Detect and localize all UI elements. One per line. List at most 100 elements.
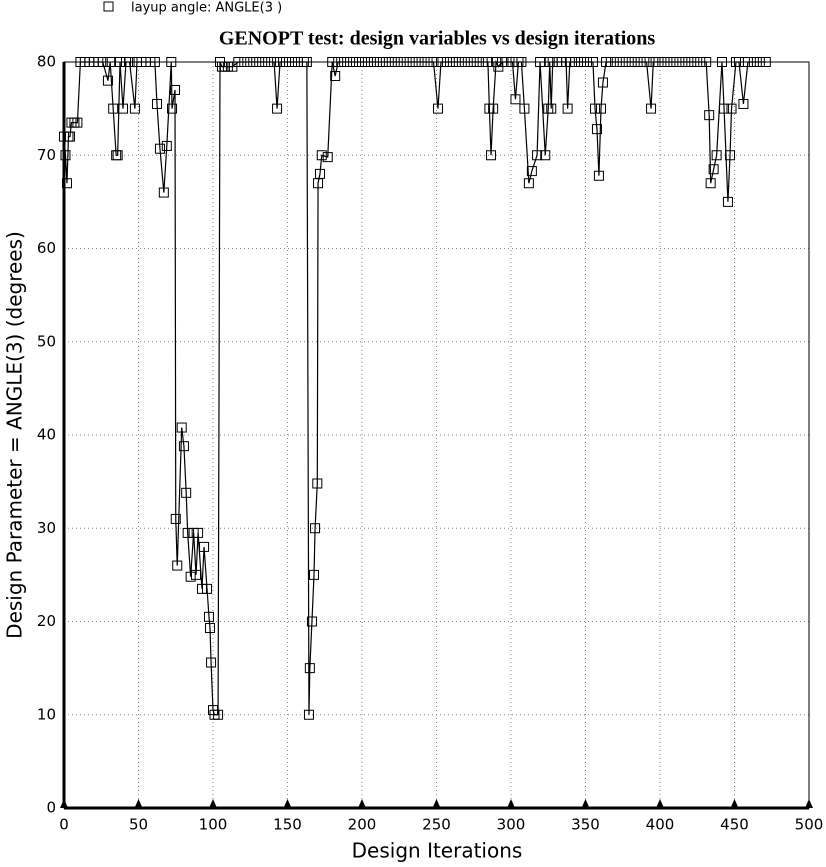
data-point: [251, 57, 262, 67]
x-tick-label: 200: [348, 816, 377, 834]
data-point: [416, 57, 427, 67]
data-point: [404, 57, 415, 67]
data-point: [362, 57, 373, 67]
data-point: [482, 57, 493, 67]
data-point: [380, 57, 391, 67]
data-point: [471, 57, 482, 67]
data-point: [708, 164, 719, 175]
data-point: [310, 523, 321, 534]
data-point: [587, 57, 598, 67]
y-tick-label: 60: [37, 239, 56, 257]
y-axis-label: Design Parameter = ANGLE(3) (degrees): [3, 231, 27, 639]
data-point: [477, 57, 488, 67]
data-point: [330, 70, 341, 81]
data-point: [428, 57, 439, 67]
legend-label: layup angle: ANGLE(3 ): [131, 1, 282, 16]
data-point: [590, 103, 601, 114]
data-point: [233, 57, 244, 67]
data-point: [701, 57, 712, 67]
y-tick-label: 40: [37, 426, 56, 444]
data-point: [322, 152, 333, 163]
data-point: [760, 57, 771, 67]
data-point: [368, 57, 379, 67]
data-point: [149, 57, 160, 67]
data-point: [357, 57, 367, 67]
data-point: [170, 84, 181, 95]
data-point: [410, 57, 421, 67]
data-point: [213, 709, 224, 720]
data-point: [459, 57, 470, 67]
data-point: [281, 57, 292, 67]
data-point: [151, 98, 162, 109]
data-point: [275, 57, 286, 67]
data-point: [112, 150, 123, 161]
data-point: [486, 150, 497, 161]
data-point: [129, 103, 140, 114]
y-tick-label: 30: [37, 519, 56, 537]
data-point: [516, 57, 527, 67]
data-point: [386, 57, 397, 67]
data-point: [738, 98, 749, 109]
y-tick-label: 0: [46, 799, 56, 817]
data-point: [60, 150, 71, 161]
data-point: [659, 57, 670, 67]
x-tick-label: 150: [273, 816, 302, 834]
data-point: [635, 57, 646, 67]
data-point: [716, 57, 727, 67]
data-point: [432, 103, 443, 114]
data-point: [392, 57, 403, 67]
x-tick-label: 100: [199, 816, 228, 834]
data-point: [124, 57, 135, 67]
data-point: [172, 560, 183, 571]
legend-marker: [103, 1, 114, 12]
data-point: [722, 196, 733, 207]
data-point: [272, 103, 283, 114]
x-tick-label: 50: [129, 816, 148, 834]
data-point: [677, 57, 688, 67]
x-axis-label: Design Iterations: [352, 839, 523, 863]
data-point: [316, 150, 327, 161]
x-tick-mark: [581, 799, 590, 808]
data-point: [532, 150, 543, 161]
data-point: [591, 124, 602, 135]
data-point: [269, 57, 280, 67]
data-point: [205, 623, 216, 634]
data-point: [711, 150, 722, 161]
data-point: [398, 57, 409, 67]
x-tick-mark: [507, 799, 515, 808]
data-point: [178, 441, 189, 452]
data-point: [665, 57, 676, 67]
data-point: [263, 57, 274, 67]
data-point: [562, 103, 573, 114]
y-tick-label: 70: [37, 146, 56, 164]
data-point: [671, 57, 682, 67]
x-tick-mark: [730, 799, 739, 808]
data-point: [303, 709, 314, 720]
data-point: [704, 110, 715, 121]
data-point: [641, 57, 652, 67]
data-point: [570, 57, 581, 67]
data-point: [193, 527, 204, 538]
data-point: [447, 57, 458, 67]
data-point: [61, 178, 72, 189]
data-point: [465, 57, 476, 67]
data-point: [519, 103, 530, 114]
data-point: [196, 583, 207, 594]
data-point: [648, 57, 659, 67]
x-tick-label: 500: [795, 816, 824, 834]
data-point: [453, 57, 464, 67]
data-point: [546, 103, 557, 114]
data-point: [306, 616, 317, 627]
data-point: [441, 57, 452, 67]
x-tick-mark: [432, 799, 441, 808]
y-tick-label: 80: [37, 53, 56, 71]
data-point: [176, 422, 187, 433]
data-point: [170, 513, 181, 524]
y-tick-label: 10: [37, 705, 56, 723]
data-point: [333, 57, 344, 67]
data-point: [202, 583, 213, 594]
chart-title: GENOPT test: design variables vs design …: [219, 28, 656, 50]
data-point: [646, 103, 657, 114]
data-point: [510, 94, 521, 105]
